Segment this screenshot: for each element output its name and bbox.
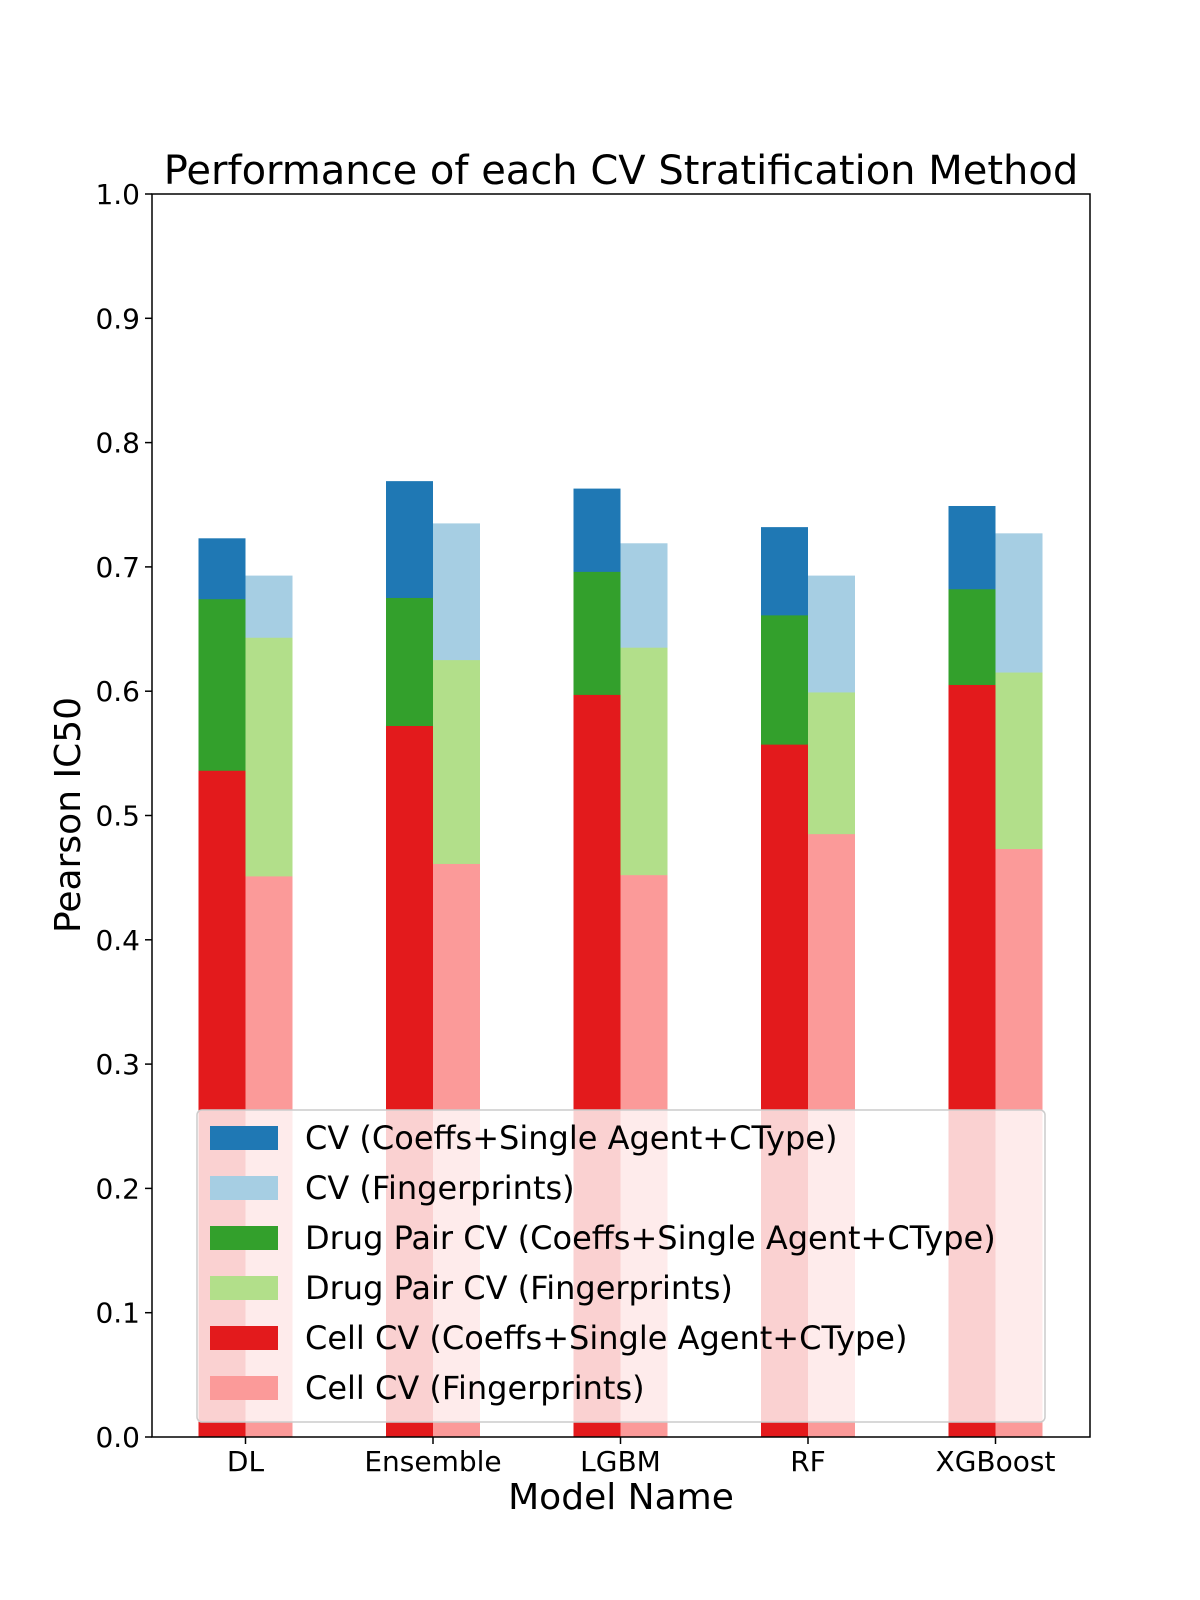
y-tick-label: 0.2 bbox=[95, 1172, 140, 1205]
legend-label-cell-cv-fingerprints: Cell CV (Fingerprints) bbox=[305, 1369, 645, 1407]
legend-label-drug-pair-cv-coeffs-single-agent-ctype: Drug Pair CV (Coeffs+Single Agent+CType) bbox=[305, 1219, 996, 1257]
legend: CV (Coeffs+Single Agent+CType) CV (Finger… bbox=[196, 1109, 1046, 1423]
y-tick-label: 0.4 bbox=[95, 924, 140, 957]
x-tick-label-dl: DL bbox=[227, 1445, 265, 1478]
y-tick-label: 0.7 bbox=[95, 551, 140, 584]
y-ticks-group: 0.0 0.1 0.2 0.3 0.4 0.5 0.6 0.7 0.8 0.9 1.0 bbox=[95, 178, 152, 1454]
x-tick-label-xgboost: XGBoost bbox=[936, 1445, 1056, 1478]
legend-swatch-drug-pair-cv-coeffs-single-agent-ctype bbox=[210, 1226, 278, 1250]
y-tick-label: 0.8 bbox=[95, 427, 140, 460]
plot-frame bbox=[151, 193, 1091, 1438]
legend-label-cv-coeffs-single-agent-ctype: CV (Coeffs+Single Agent+CType) bbox=[305, 1119, 837, 1157]
y-tick-label: 0.1 bbox=[95, 1297, 140, 1330]
x-tick-label-ensemble: Ensemble bbox=[364, 1445, 501, 1478]
y-tick-label: 0.5 bbox=[95, 800, 140, 833]
y-tick-label: 0.3 bbox=[95, 1048, 140, 1081]
y-tick-label: 1.0 bbox=[95, 178, 140, 211]
legend-swatch-cell-cv-fingerprints bbox=[210, 1376, 278, 1400]
y-tick-label: 0.6 bbox=[95, 675, 140, 708]
x-tick-label-lgbm: LGBM bbox=[580, 1445, 661, 1478]
legend-label-cell-cv-coeffs-single-agent-ctype: Cell CV (Coeffs+Single Agent+CType) bbox=[305, 1319, 907, 1357]
legend-swatch-cv-coeffs-single-agent-ctype bbox=[210, 1126, 278, 1150]
legend-swatch-drug-pair-cv-fingerprints bbox=[210, 1276, 278, 1300]
legend-frame bbox=[196, 1109, 1046, 1423]
y-axis-label: Pearson IC50 bbox=[48, 697, 89, 933]
legend-label-drug-pair-cv-fingerprints: Drug Pair CV (Fingerprints) bbox=[305, 1269, 733, 1307]
y-tick-label: 0.9 bbox=[95, 302, 140, 335]
legend-label-cv-fingerprints: CV (Fingerprints) bbox=[305, 1169, 575, 1207]
x-tick-label-rf: RF bbox=[790, 1445, 826, 1478]
legend-swatch-cv-fingerprints bbox=[210, 1176, 278, 1200]
x-ticks-group: DL Ensemble LGBM RF XGBoost bbox=[227, 1437, 1056, 1478]
legend-swatch-cell-cv-coeffs-single-agent-ctype bbox=[210, 1326, 278, 1350]
y-tick-label: 0.0 bbox=[95, 1421, 140, 1454]
chart-title: Performance of each CV Stratification Me… bbox=[164, 148, 1079, 194]
x-axis-label: Model Name bbox=[508, 1477, 734, 1518]
